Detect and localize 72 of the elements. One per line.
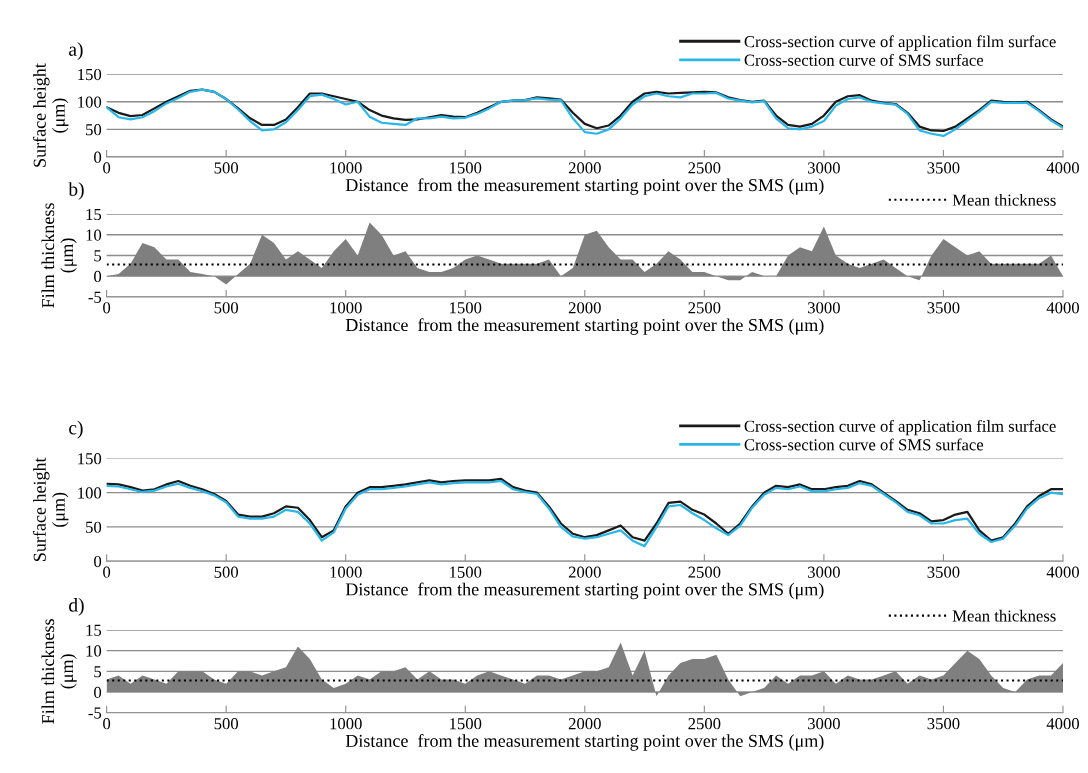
- x-axis-title: Distance from the measurement starting point over the SMS (μm): [345, 734, 824, 751]
- x-tick-label: 3000: [808, 162, 840, 174]
- legend-label: Mean thickness: [952, 193, 1056, 206]
- x-tick-label: 2000: [568, 718, 601, 730]
- x-tick-label: 0: [103, 718, 111, 730]
- y-tick-label: 0: [94, 270, 102, 283]
- x-tick-label: 1500: [450, 566, 482, 578]
- legend-label: Cross-section curve of SMS surface: [744, 438, 984, 451]
- x-tick-label: 3500: [927, 718, 960, 730]
- x-tick-label: 3500: [927, 302, 960, 314]
- x-tick-label: 3500: [927, 162, 960, 174]
- x-tick-label: 500: [214, 302, 239, 314]
- y-tick-label: 10: [86, 645, 102, 657]
- y-axis-title: Film thickness (μm): [41, 619, 77, 724]
- x-tick-label: 2000: [568, 566, 601, 578]
- x-tick-label: 4000: [1046, 718, 1080, 730]
- y-axis-title: Surface height (μm): [32, 63, 69, 167]
- x-tick-label: 500: [214, 718, 239, 730]
- x-tick-label: 2000: [568, 302, 601, 314]
- text: c): [69, 420, 83, 439]
- y-tick-label: 0: [94, 686, 102, 698]
- x-tick-label: 500: [214, 566, 239, 578]
- x-tick-label: 2500: [688, 718, 721, 730]
- y-tick-label: 150: [78, 68, 102, 81]
- x-tick-label: 500: [214, 162, 239, 174]
- y-tick-label: 100: [78, 96, 102, 108]
- y-axis-title: Surface height (μm): [32, 457, 69, 561]
- x-tick-label: 2500: [688, 566, 721, 578]
- y-tick-label: 100: [78, 487, 102, 499]
- x-tick-label: 3000: [808, 566, 840, 578]
- x-tick-label: 1500: [450, 302, 482, 314]
- x-tick-label: 4000: [1046, 162, 1080, 174]
- text: a): [69, 42, 83, 60]
- x-tick-label: 1000: [330, 162, 362, 174]
- y-tick-label: 0: [94, 555, 102, 568]
- y-tick-label: 15: [86, 208, 102, 221]
- y-tick-label: 50: [86, 124, 102, 136]
- x-tick-label: 1000: [330, 718, 362, 730]
- y-tick-label: 150: [78, 453, 102, 465]
- x-tick-label: 2000: [568, 162, 601, 174]
- x-tick-label: 2500: [688, 162, 721, 174]
- x-axis-title: Distance from the measurement starting point over the SMS (μm): [345, 178, 824, 195]
- x-tick-label: 0: [103, 566, 111, 578]
- y-tick-label: 15: [86, 624, 102, 636]
- x-tick-label: 1500: [450, 718, 482, 730]
- x-tick-label: 0: [103, 302, 111, 314]
- x-tick-label: 1000: [330, 566, 362, 578]
- x-tick-label: 2500: [688, 302, 721, 314]
- x-tick-label: 3000: [808, 718, 840, 730]
- x-tick-label: 0: [103, 162, 111, 174]
- y-axis-title: Film thickness (μm): [41, 203, 77, 308]
- legend-label: Mean thickness: [952, 609, 1056, 622]
- x-tick-label: 1000: [330, 302, 362, 314]
- x-tick-label: 4000: [1046, 302, 1080, 314]
- legend-label: Cross-section curve of application film surface: [744, 35, 1056, 51]
- y-tick-label: 5: [94, 666, 102, 678]
- y-tick-label: 5: [94, 250, 102, 262]
- y-tick-label: -5: [88, 707, 102, 719]
- y-tick-label: -5: [88, 291, 102, 303]
- x-tick-label: 3000: [808, 302, 840, 314]
- legend-label: Cross-section curve of application film surface: [744, 419, 1056, 436]
- y-tick-label: 0: [94, 151, 102, 163]
- x-tick-label: 4000: [1046, 566, 1080, 578]
- text: b): [68, 182, 84, 200]
- y-tick-label: 10: [86, 229, 102, 241]
- x-axis-title: Distance from the measurement starting point over the SMS (μm): [345, 318, 824, 335]
- x-axis-title: Distance from the measurement starting point over the SMS (μm): [345, 582, 824, 600]
- x-tick-label: 1500: [450, 162, 482, 174]
- y-tick-label: 50: [86, 521, 102, 533]
- x-tick-label: 3500: [927, 566, 960, 578]
- legend-label: Cross-section curve of SMS surface: [744, 53, 984, 66]
- text: d): [69, 598, 84, 616]
